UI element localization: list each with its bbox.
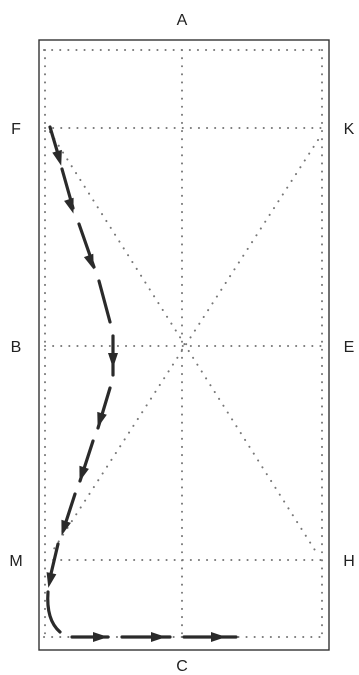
arena-border bbox=[38, 39, 330, 651]
route-arrow-down bbox=[52, 149, 62, 166]
movement-route bbox=[46, 125, 238, 642]
route-arrow-down bbox=[108, 353, 118, 368]
guide-diagonal-f-h bbox=[49, 131, 319, 556]
route-arrow-right bbox=[93, 632, 108, 642]
marker-c: C bbox=[176, 658, 188, 675]
route-arrow-down bbox=[79, 465, 89, 482]
route-segment bbox=[46, 590, 62, 634]
marker-e: E bbox=[344, 339, 355, 356]
route-arrow-down bbox=[83, 253, 94, 270]
marker-a: A bbox=[177, 12, 188, 29]
route-arrow-down bbox=[61, 519, 71, 536]
route-segment bbox=[48, 542, 60, 580]
route-arrow-down bbox=[46, 572, 57, 588]
marker-b: B bbox=[11, 339, 22, 356]
route-arrow-right bbox=[211, 632, 226, 642]
route-segment bbox=[48, 125, 60, 156]
route-arrow-down bbox=[97, 411, 107, 428]
guide-lines bbox=[43, 49, 326, 638]
route-arrow-down bbox=[64, 197, 74, 214]
marker-f: F bbox=[11, 121, 21, 138]
route-segment bbox=[97, 279, 112, 324]
marker-m: M bbox=[9, 553, 22, 570]
marker-h: H bbox=[343, 553, 355, 570]
marker-k: K bbox=[344, 121, 355, 138]
guide-diagonal-k-m bbox=[49, 139, 319, 556]
route-arrow-right bbox=[151, 632, 166, 642]
